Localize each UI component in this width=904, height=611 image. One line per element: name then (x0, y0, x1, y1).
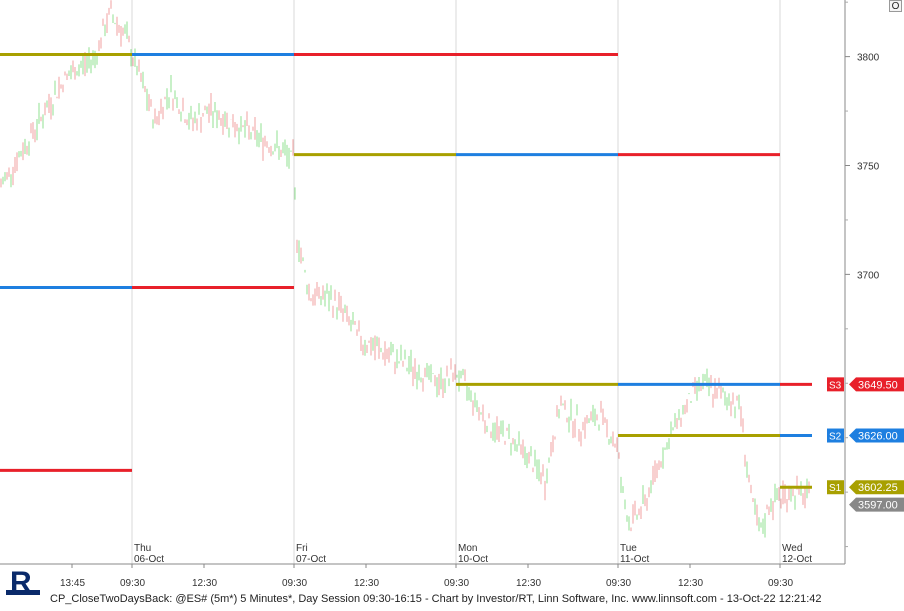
y-tick-label: 3750 (857, 161, 880, 172)
level-tag-bg (827, 428, 844, 443)
day-label: Wed (782, 543, 802, 554)
y-tick-label: 3700 (857, 270, 880, 281)
level-tag-bg (827, 377, 844, 392)
x-tick-label: 09:30 (444, 578, 469, 589)
x-tick-label: 09:30 (768, 578, 793, 589)
x-tick-label: 09:30 (282, 578, 307, 589)
level-value-bg (849, 480, 904, 495)
date-label: 07-Oct (296, 554, 326, 565)
x-tick-label: 09:30 (606, 578, 631, 589)
date-label: 06-Oct (134, 554, 164, 565)
linn-logo-icon: R (6, 566, 40, 599)
day-label: Tue (620, 543, 637, 554)
day-label: Fri (296, 543, 308, 554)
level-tag: S3 (829, 380, 842, 391)
x-tick-label: 09:30 (120, 578, 145, 589)
x-tick-label: 13:45 (60, 578, 85, 589)
level-tag-bg (827, 480, 844, 495)
x-tick-label: 12:30 (192, 578, 217, 589)
level-value: 3649.50 (858, 379, 898, 391)
last-price-label: 3597.00 (858, 500, 898, 512)
level-value: 3602.25 (858, 482, 898, 494)
level-value-bg (849, 428, 904, 443)
day-label: Mon (458, 543, 477, 554)
x-tick-label: 12:30 (678, 578, 703, 589)
x-tick-label: 12:30 (516, 578, 541, 589)
level-value-bg (849, 377, 904, 392)
date-label: 11-Oct (620, 554, 649, 565)
x-tick-label: 12:30 (354, 578, 379, 589)
level-value: 3626.00 (858, 431, 898, 443)
level-tag: S1 (829, 483, 842, 494)
last-price-bg (849, 497, 904, 512)
footer-text: CP_CloseTwoDaysBack: @ES# (5m*) 5 Minute… (50, 593, 822, 605)
chart-footer: CP_CloseTwoDaysBack: @ES# (5m*) 5 Minute… (0, 590, 904, 606)
day-label: Thu (134, 543, 151, 554)
date-label: 12-Oct (782, 554, 812, 565)
date-label: 10-Oct (458, 554, 488, 565)
zoom-button[interactable]: O (889, 0, 902, 12)
y-tick-label: 3800 (857, 53, 880, 64)
level-tag: S2 (829, 432, 842, 443)
